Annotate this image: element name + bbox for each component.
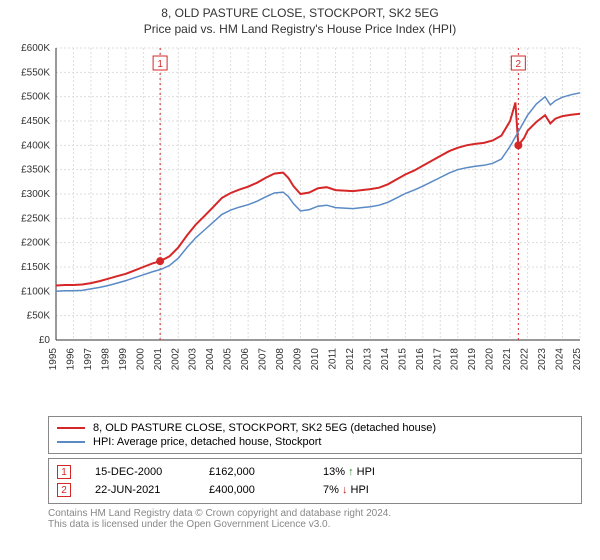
title-address: 8, OLD PASTURE CLOSE, STOCKPORT, SK2 5EG (8, 6, 592, 20)
svg-text:2012: 2012 (345, 348, 356, 371)
svg-text:2025: 2025 (572, 348, 583, 371)
svg-text:1999: 1999 (118, 348, 129, 371)
svg-text:2024: 2024 (555, 348, 566, 371)
svg-text:2009: 2009 (293, 348, 304, 371)
legend-box: 8, OLD PASTURE CLOSE, STOCKPORT, SK2 5EG… (48, 416, 582, 454)
arrow-down-icon: ↓ (342, 484, 348, 496)
svg-text:2017: 2017 (432, 348, 443, 371)
legend-item-price-paid: 8, OLD PASTURE CLOSE, STOCKPORT, SK2 5EG… (57, 421, 573, 435)
svg-text:£100K: £100K (21, 286, 50, 297)
svg-text:2002: 2002 (170, 348, 181, 371)
svg-text:2018: 2018 (450, 348, 461, 371)
sale-marker-1: 1 (57, 465, 71, 479)
svg-text:2011: 2011 (327, 348, 338, 370)
svg-text:2021: 2021 (502, 348, 513, 371)
svg-text:2005: 2005 (223, 348, 234, 371)
svg-text:2022: 2022 (520, 348, 531, 371)
legend-swatch (57, 427, 85, 429)
license-text: Contains HM Land Registry data © Crown c… (48, 508, 582, 530)
svg-text:1998: 1998 (100, 348, 111, 371)
svg-text:£550K: £550K (21, 67, 50, 78)
svg-text:£400K: £400K (21, 140, 50, 151)
sale-delta: 13% ↑ HPI (323, 466, 375, 478)
svg-text:2014: 2014 (380, 348, 391, 371)
license-line1: Contains HM Land Registry data © Crown c… (48, 508, 582, 519)
sale-date: 22-JUN-2021 (95, 484, 185, 496)
svg-text:£450K: £450K (21, 116, 50, 127)
sale-price: £162,000 (209, 466, 299, 478)
svg-text:2004: 2004 (205, 348, 216, 371)
sale-delta: 7% ↓ HPI (323, 484, 369, 496)
sale-date: 15-DEC-2000 (95, 466, 185, 478)
license-line2: This data is licensed under the Open Gov… (48, 519, 582, 530)
svg-text:1: 1 (157, 59, 163, 70)
legend-item-hpi: HPI: Average price, detached house, Stoc… (57, 435, 573, 449)
svg-text:£200K: £200K (21, 238, 50, 249)
sale-price: £400,000 (209, 484, 299, 496)
chart-container: 8, OLD PASTURE CLOSE, STOCKPORT, SK2 5EG… (0, 0, 600, 534)
legend-label: 8, OLD PASTURE CLOSE, STOCKPORT, SK2 5EG… (93, 422, 436, 434)
svg-text:£600K: £600K (21, 43, 50, 54)
svg-text:1997: 1997 (83, 348, 94, 371)
svg-text:2015: 2015 (397, 348, 408, 371)
svg-text:2: 2 (516, 59, 522, 70)
legend-label: HPI: Average price, detached house, Stoc… (93, 436, 322, 448)
svg-text:2019: 2019 (467, 348, 478, 371)
svg-text:2007: 2007 (258, 348, 269, 371)
svg-text:2020: 2020 (485, 348, 496, 371)
svg-text:1996: 1996 (65, 348, 76, 371)
svg-text:£50K: £50K (27, 311, 51, 322)
svg-text:2006: 2006 (240, 348, 251, 371)
svg-text:2000: 2000 (135, 348, 146, 371)
chart-plot-area: £0 £50K £100K £150K £200K £250K £300K £350K £400… (8, 40, 592, 410)
svg-text:£0: £0 (39, 335, 51, 346)
legend-swatch (57, 441, 85, 443)
svg-text:1995: 1995 (48, 348, 59, 371)
svg-text:£250K: £250K (21, 213, 50, 224)
sale-row: 2 22-JUN-2021 £400,000 7% ↓ HPI (57, 481, 573, 499)
svg-text:£350K: £350K (21, 165, 50, 176)
line-chart-svg: £0 £50K £100K £150K £200K £250K £300K £350K £400… (8, 40, 592, 410)
title-subtitle: Price paid vs. HM Land Registry's House … (8, 22, 592, 36)
sale-marker-2: 2 (57, 483, 71, 497)
title-block: 8, OLD PASTURE CLOSE, STOCKPORT, SK2 5EG… (8, 6, 592, 36)
svg-text:£300K: £300K (21, 189, 50, 200)
svg-text:2008: 2008 (275, 348, 286, 371)
svg-text:2016: 2016 (415, 348, 426, 371)
arrow-up-icon: ↑ (348, 466, 354, 478)
svg-text:2013: 2013 (362, 348, 373, 371)
svg-text:£150K: £150K (21, 262, 50, 273)
svg-text:2023: 2023 (537, 348, 548, 371)
svg-text:£500K: £500K (21, 92, 50, 103)
svg-text:2010: 2010 (310, 348, 321, 371)
sale-row: 1 15-DEC-2000 £162,000 13% ↑ HPI (57, 463, 573, 481)
sales-box: 1 15-DEC-2000 £162,000 13% ↑ HPI 2 22-JU… (48, 458, 582, 504)
svg-text:2003: 2003 (188, 348, 199, 371)
svg-text:2001: 2001 (153, 348, 164, 371)
